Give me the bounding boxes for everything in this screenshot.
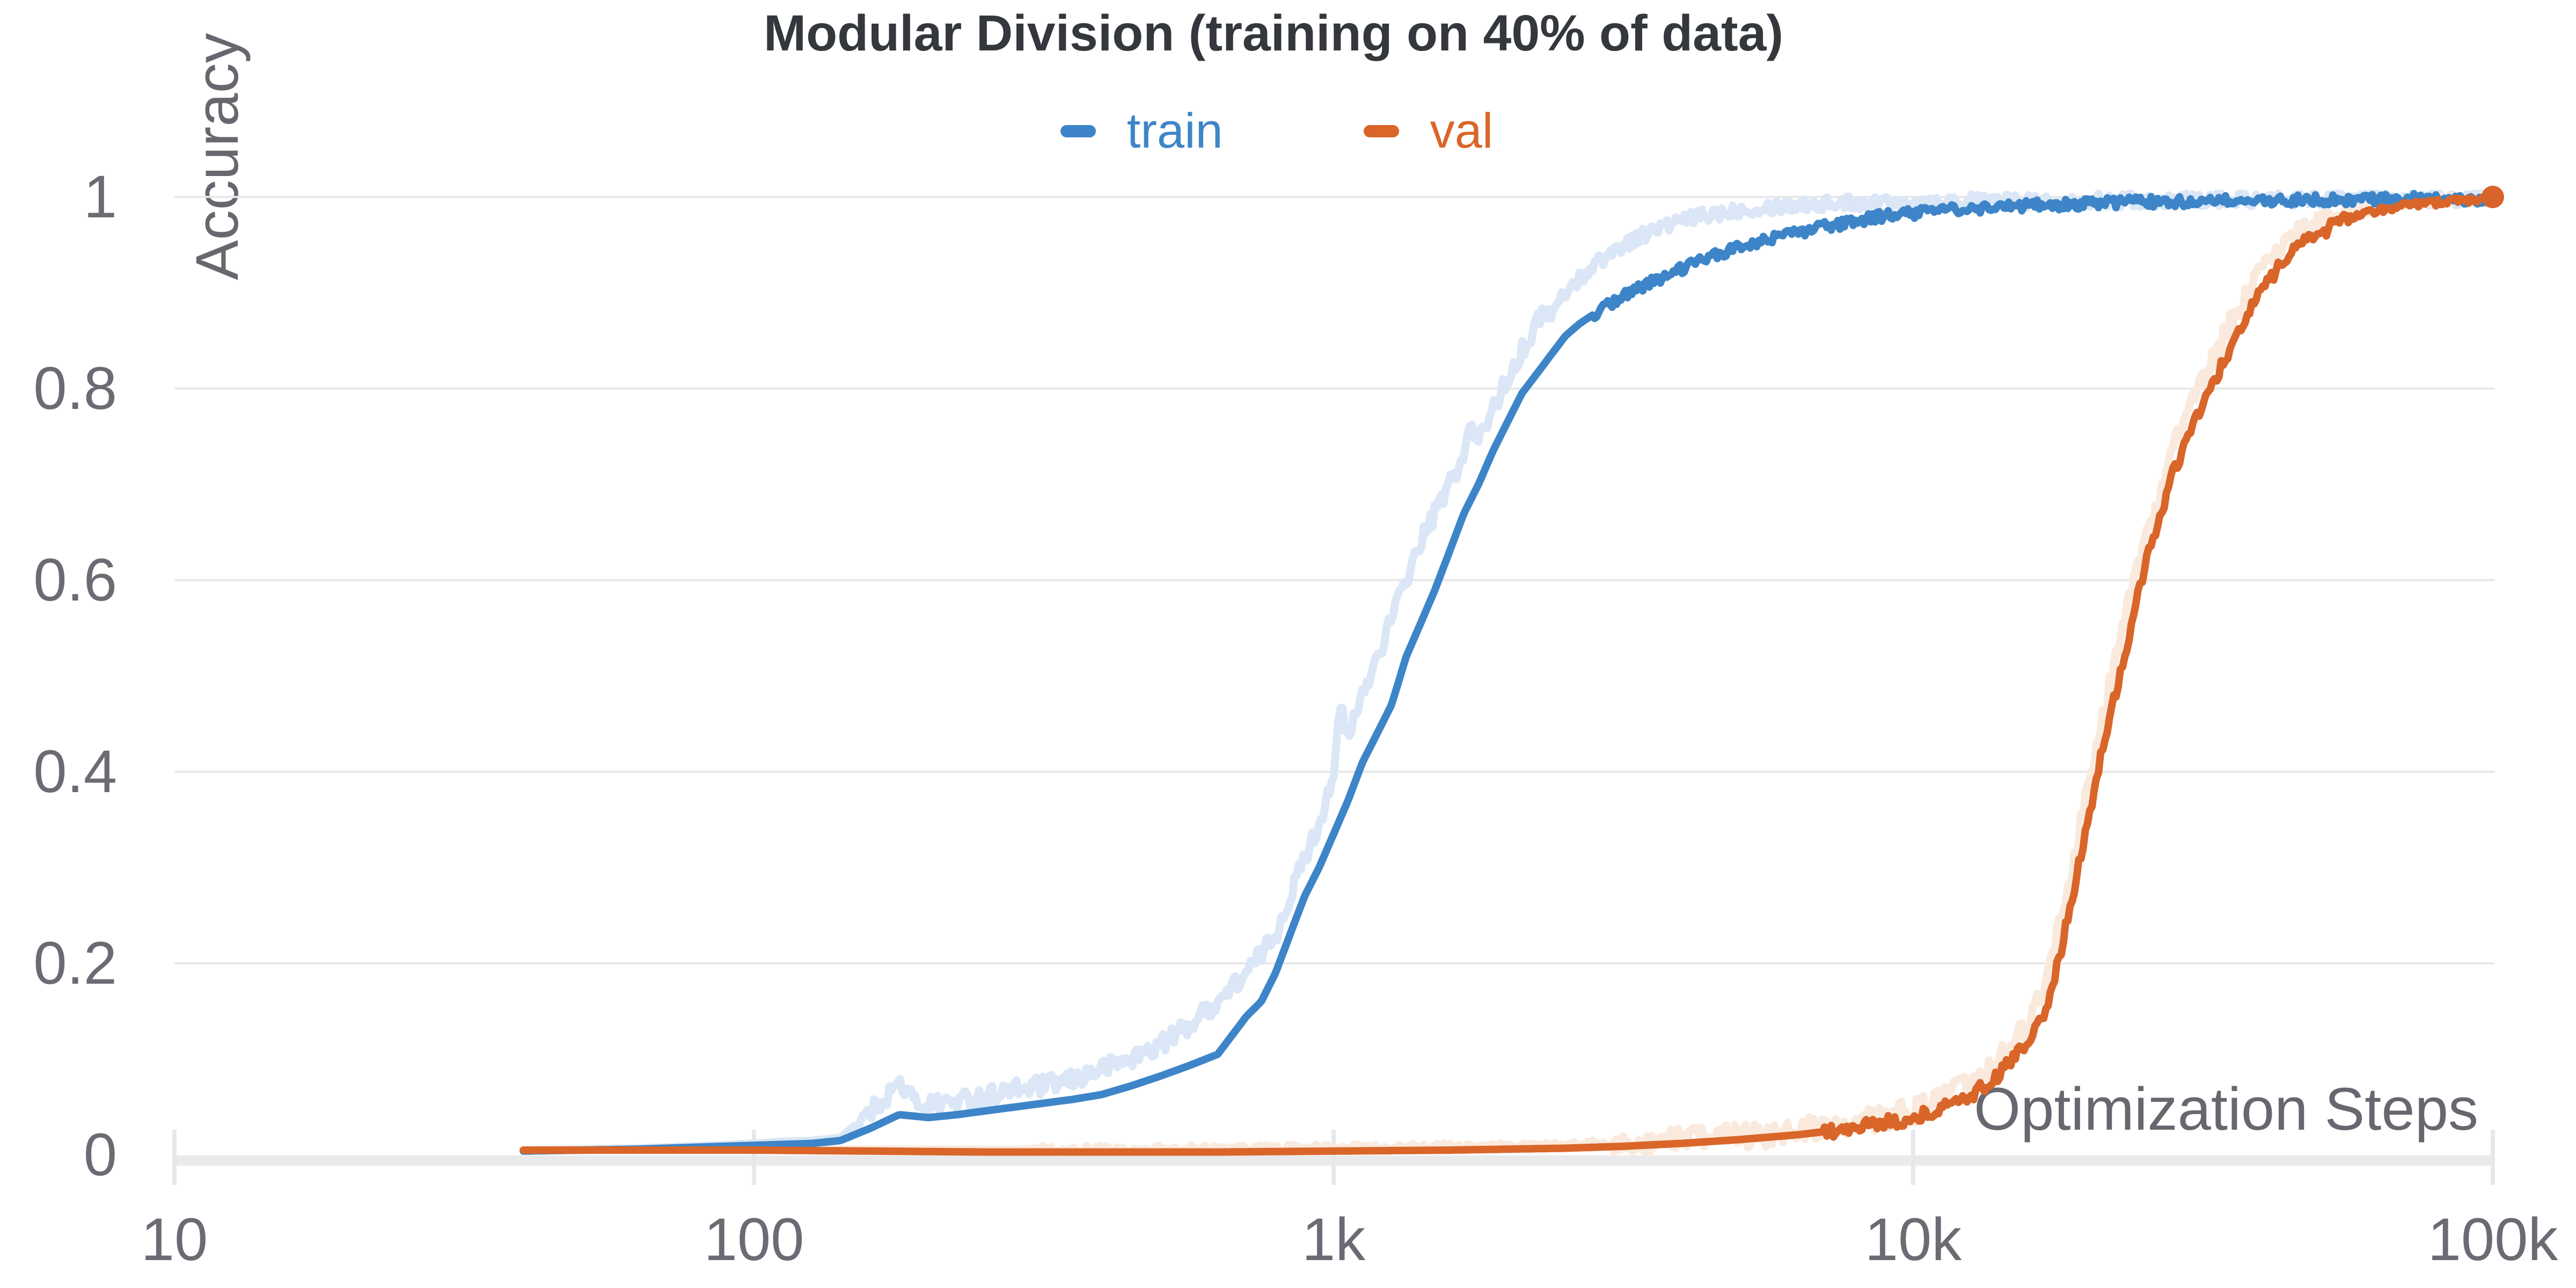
- y-tick-label-0.8: 0.8: [33, 355, 117, 422]
- val-raw-line[interactable]: [519, 190, 2497, 1158]
- legend-marker-val: [1363, 125, 1399, 137]
- y-tick-label-0: 0: [83, 1121, 117, 1188]
- chart-title: Modular Division (training on 40% of dat…: [763, 5, 1784, 62]
- legend: train val: [0, 103, 2553, 159]
- x-axis-title: Optimization Steps: [1974, 1075, 2478, 1143]
- x-tick-label-10: 10: [141, 1206, 208, 1273]
- train-line[interactable]: [519, 189, 2497, 1155]
- gridlines: [172, 196, 2495, 1185]
- x-tick-label-100: 100: [704, 1206, 804, 1273]
- legend-label-val: val: [1430, 104, 1494, 158]
- x-tick-label-1k: 1k: [1301, 1206, 1366, 1273]
- y-tick-label-0.6: 0.6: [33, 546, 117, 613]
- legend-item-train[interactable]: train: [1060, 106, 1223, 156]
- val-end-marker[interactable]: [2482, 186, 2504, 208]
- y-tick-label-1: 1: [83, 163, 117, 230]
- end-markers: [2482, 186, 2504, 208]
- x-tick-label-10k: 10k: [1864, 1206, 1962, 1273]
- series-lines: [519, 189, 2497, 1158]
- legend-item-val[interactable]: val: [1363, 104, 1494, 158]
- train-raw-line[interactable]: [519, 189, 2497, 1154]
- val-line[interactable]: [519, 193, 2497, 1156]
- x-tick-label-100k: 100k: [2427, 1206, 2558, 1273]
- legend-label-train: train: [1126, 104, 1223, 158]
- legend-marker-train: [1060, 125, 1096, 137]
- y-tick-label-0.4: 0.4: [33, 738, 117, 805]
- y-tick-label-0.2: 0.2: [33, 930, 117, 997]
